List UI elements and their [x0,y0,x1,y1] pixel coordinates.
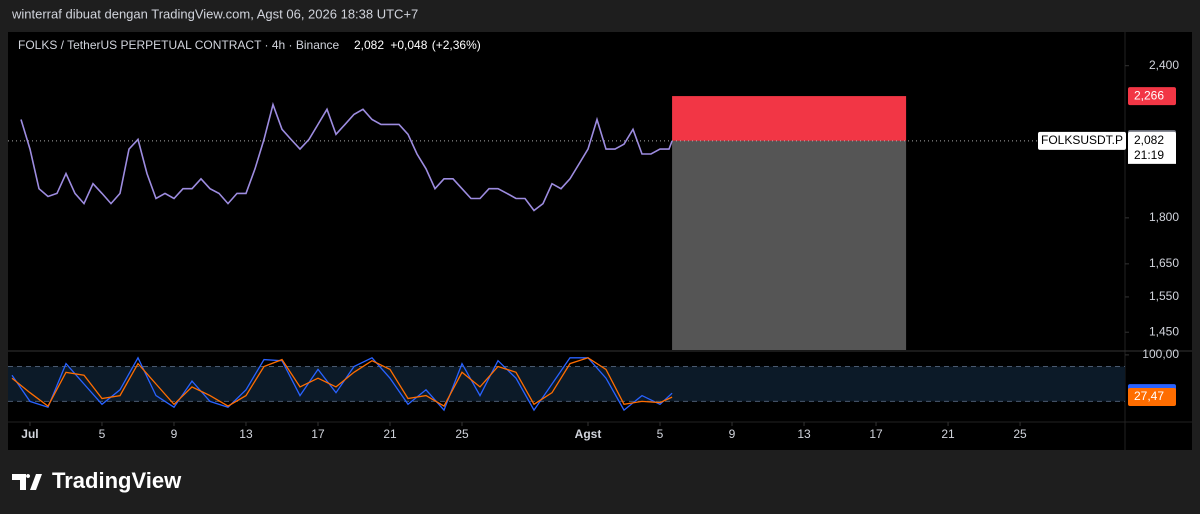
logo-text: TradingView [52,468,182,493]
y-tick-label: 2,400 [1149,58,1179,72]
x-tick-label: 5 [657,427,664,441]
y-tick-label: 100,00 [1142,347,1179,361]
series-line [20,101,673,212]
x-tick-label: 21 [941,427,955,441]
y-tick-label: 1,550 [1149,289,1179,303]
stop-zone [672,96,907,141]
change: +0,048 [390,38,427,52]
logo-icon [12,474,42,490]
price-label-box [1128,131,1176,150]
logo: TradingView [12,468,182,493]
series-line [11,357,673,408]
price-label: 27,47 [1134,389,1164,403]
x-tick-label: 17 [311,427,325,441]
last-price: 2,082 [354,38,384,52]
y-tick-label: 1,800 [1149,210,1179,224]
price-label-box [1128,388,1176,407]
x-tick-label: 9 [171,427,178,441]
x-tick-label: Agst [575,427,602,441]
band-fill [8,366,1125,402]
x-tick-label: 9 [729,427,736,441]
price-label: 2,082 [1134,133,1164,147]
symbol-label: FOLKSUSDT.P [1041,133,1123,147]
x-tick-label: 25 [1013,427,1027,441]
change-pct: (+2,36%) [432,38,481,52]
symbol: FOLKS / TetherUS PERPETUAL CONTRACT · 4h… [18,38,340,52]
symbol-box [1038,131,1126,150]
x-tick-label: 21 [383,427,397,441]
target-zone [672,140,907,350]
price-label: 2,266 [1134,88,1164,102]
y-tick-label: 1,650 [1149,256,1179,270]
x-tick-label: 5 [99,427,106,441]
x-tick-label: 13 [239,427,253,441]
x-tick-label: 17 [869,427,883,441]
countdown: 21:19 [1134,148,1164,162]
x-tick-label: 25 [455,427,469,441]
attribution: winterraf dibuat dengan TradingView.com,… [11,6,418,21]
price-label-box [1128,87,1176,106]
x-tick-label: Jul [21,427,38,441]
y-tick-label: 1,450 [1149,324,1179,338]
x-tick-label: 13 [797,427,811,441]
countdown-box [1128,147,1176,164]
